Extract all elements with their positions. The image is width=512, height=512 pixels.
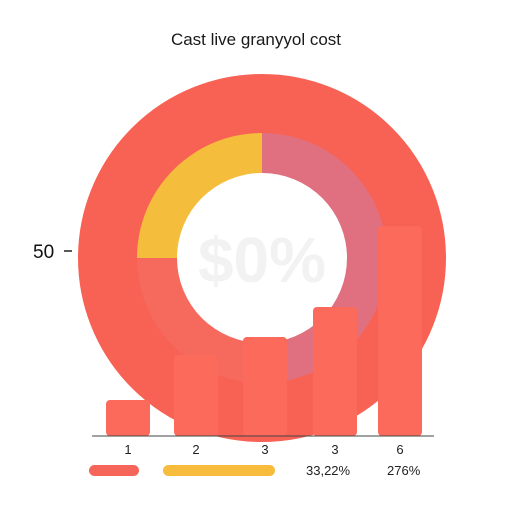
x-tick-label-5: 6 bbox=[396, 442, 403, 457]
x-tick-label-3: 3 bbox=[261, 442, 268, 457]
legend: 33,22% 276% bbox=[89, 463, 421, 478]
legend-label-2: 276% bbox=[387, 463, 421, 478]
bar-3 bbox=[243, 337, 287, 436]
ghost-percent-text: $0% bbox=[198, 224, 326, 296]
ring-segment-yellow bbox=[137, 133, 262, 258]
legend-swatch-red bbox=[89, 465, 139, 476]
ring-segment-red bbox=[137, 258, 262, 383]
x-tick-label-2: 2 bbox=[192, 442, 199, 457]
chart-title: Cast live granyyol cost bbox=[171, 30, 341, 49]
bar-2 bbox=[174, 355, 218, 436]
x-tick-labels: 1 2 3 3 6 bbox=[124, 442, 403, 457]
bar-group bbox=[106, 226, 422, 436]
bar-5 bbox=[378, 226, 422, 436]
bar-1 bbox=[106, 400, 150, 436]
y-tick-label: 50 bbox=[33, 242, 54, 263]
legend-label-1: 33,22% bbox=[306, 463, 351, 478]
bar-4 bbox=[313, 307, 357, 436]
ring-inner-hole bbox=[178, 174, 346, 342]
legend-swatch-yellow bbox=[163, 465, 275, 476]
x-tick-label-4: 3 bbox=[331, 442, 338, 457]
x-tick-label-1: 1 bbox=[124, 442, 131, 457]
